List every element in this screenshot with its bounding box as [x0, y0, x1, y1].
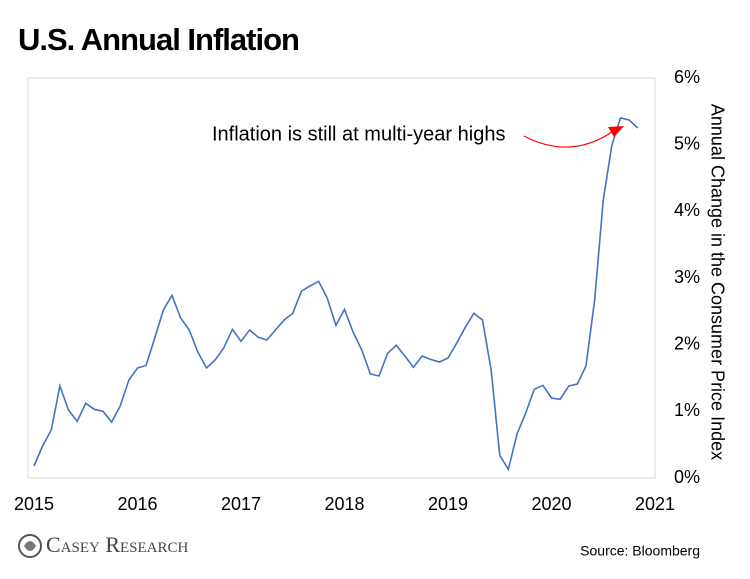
- x-tick-label: 2015: [14, 494, 54, 514]
- annotation: Inflation is still at multi-year highs: [212, 123, 505, 145]
- y-tick-label: 6%: [674, 67, 700, 87]
- y-tick-label: 4%: [674, 200, 700, 220]
- y-axis-label: Annual Change in the Consumer Price Inde…: [707, 104, 727, 460]
- y-tick-label: 0%: [674, 467, 700, 487]
- x-tick-label: 2020: [531, 494, 571, 514]
- x-tick-label: 2018: [324, 494, 364, 514]
- y-tick-label: 5%: [674, 133, 700, 153]
- chart-title: U.S. Annual Inflation: [18, 22, 299, 57]
- y-tick-label: 2%: [674, 333, 700, 353]
- line-series: [33, 117, 639, 472]
- y-tick-label: 1%: [674, 400, 700, 420]
- x-tick-label: 2021: [635, 494, 675, 514]
- plot-area: [27, 77, 656, 479]
- brand-name: Casey Research: [46, 532, 189, 557]
- y-tick-label: 3%: [674, 267, 700, 287]
- x-tick-label: 2019: [428, 494, 468, 514]
- annotation-arrowhead: [608, 126, 624, 137]
- x-tick-label: 2016: [117, 494, 157, 514]
- brand-logo: Casey Research: [18, 532, 189, 558]
- source: Source: Bloomberg: [580, 543, 700, 559]
- x-tick-label: 2017: [221, 494, 261, 514]
- annotation-arrow: [523, 131, 613, 148]
